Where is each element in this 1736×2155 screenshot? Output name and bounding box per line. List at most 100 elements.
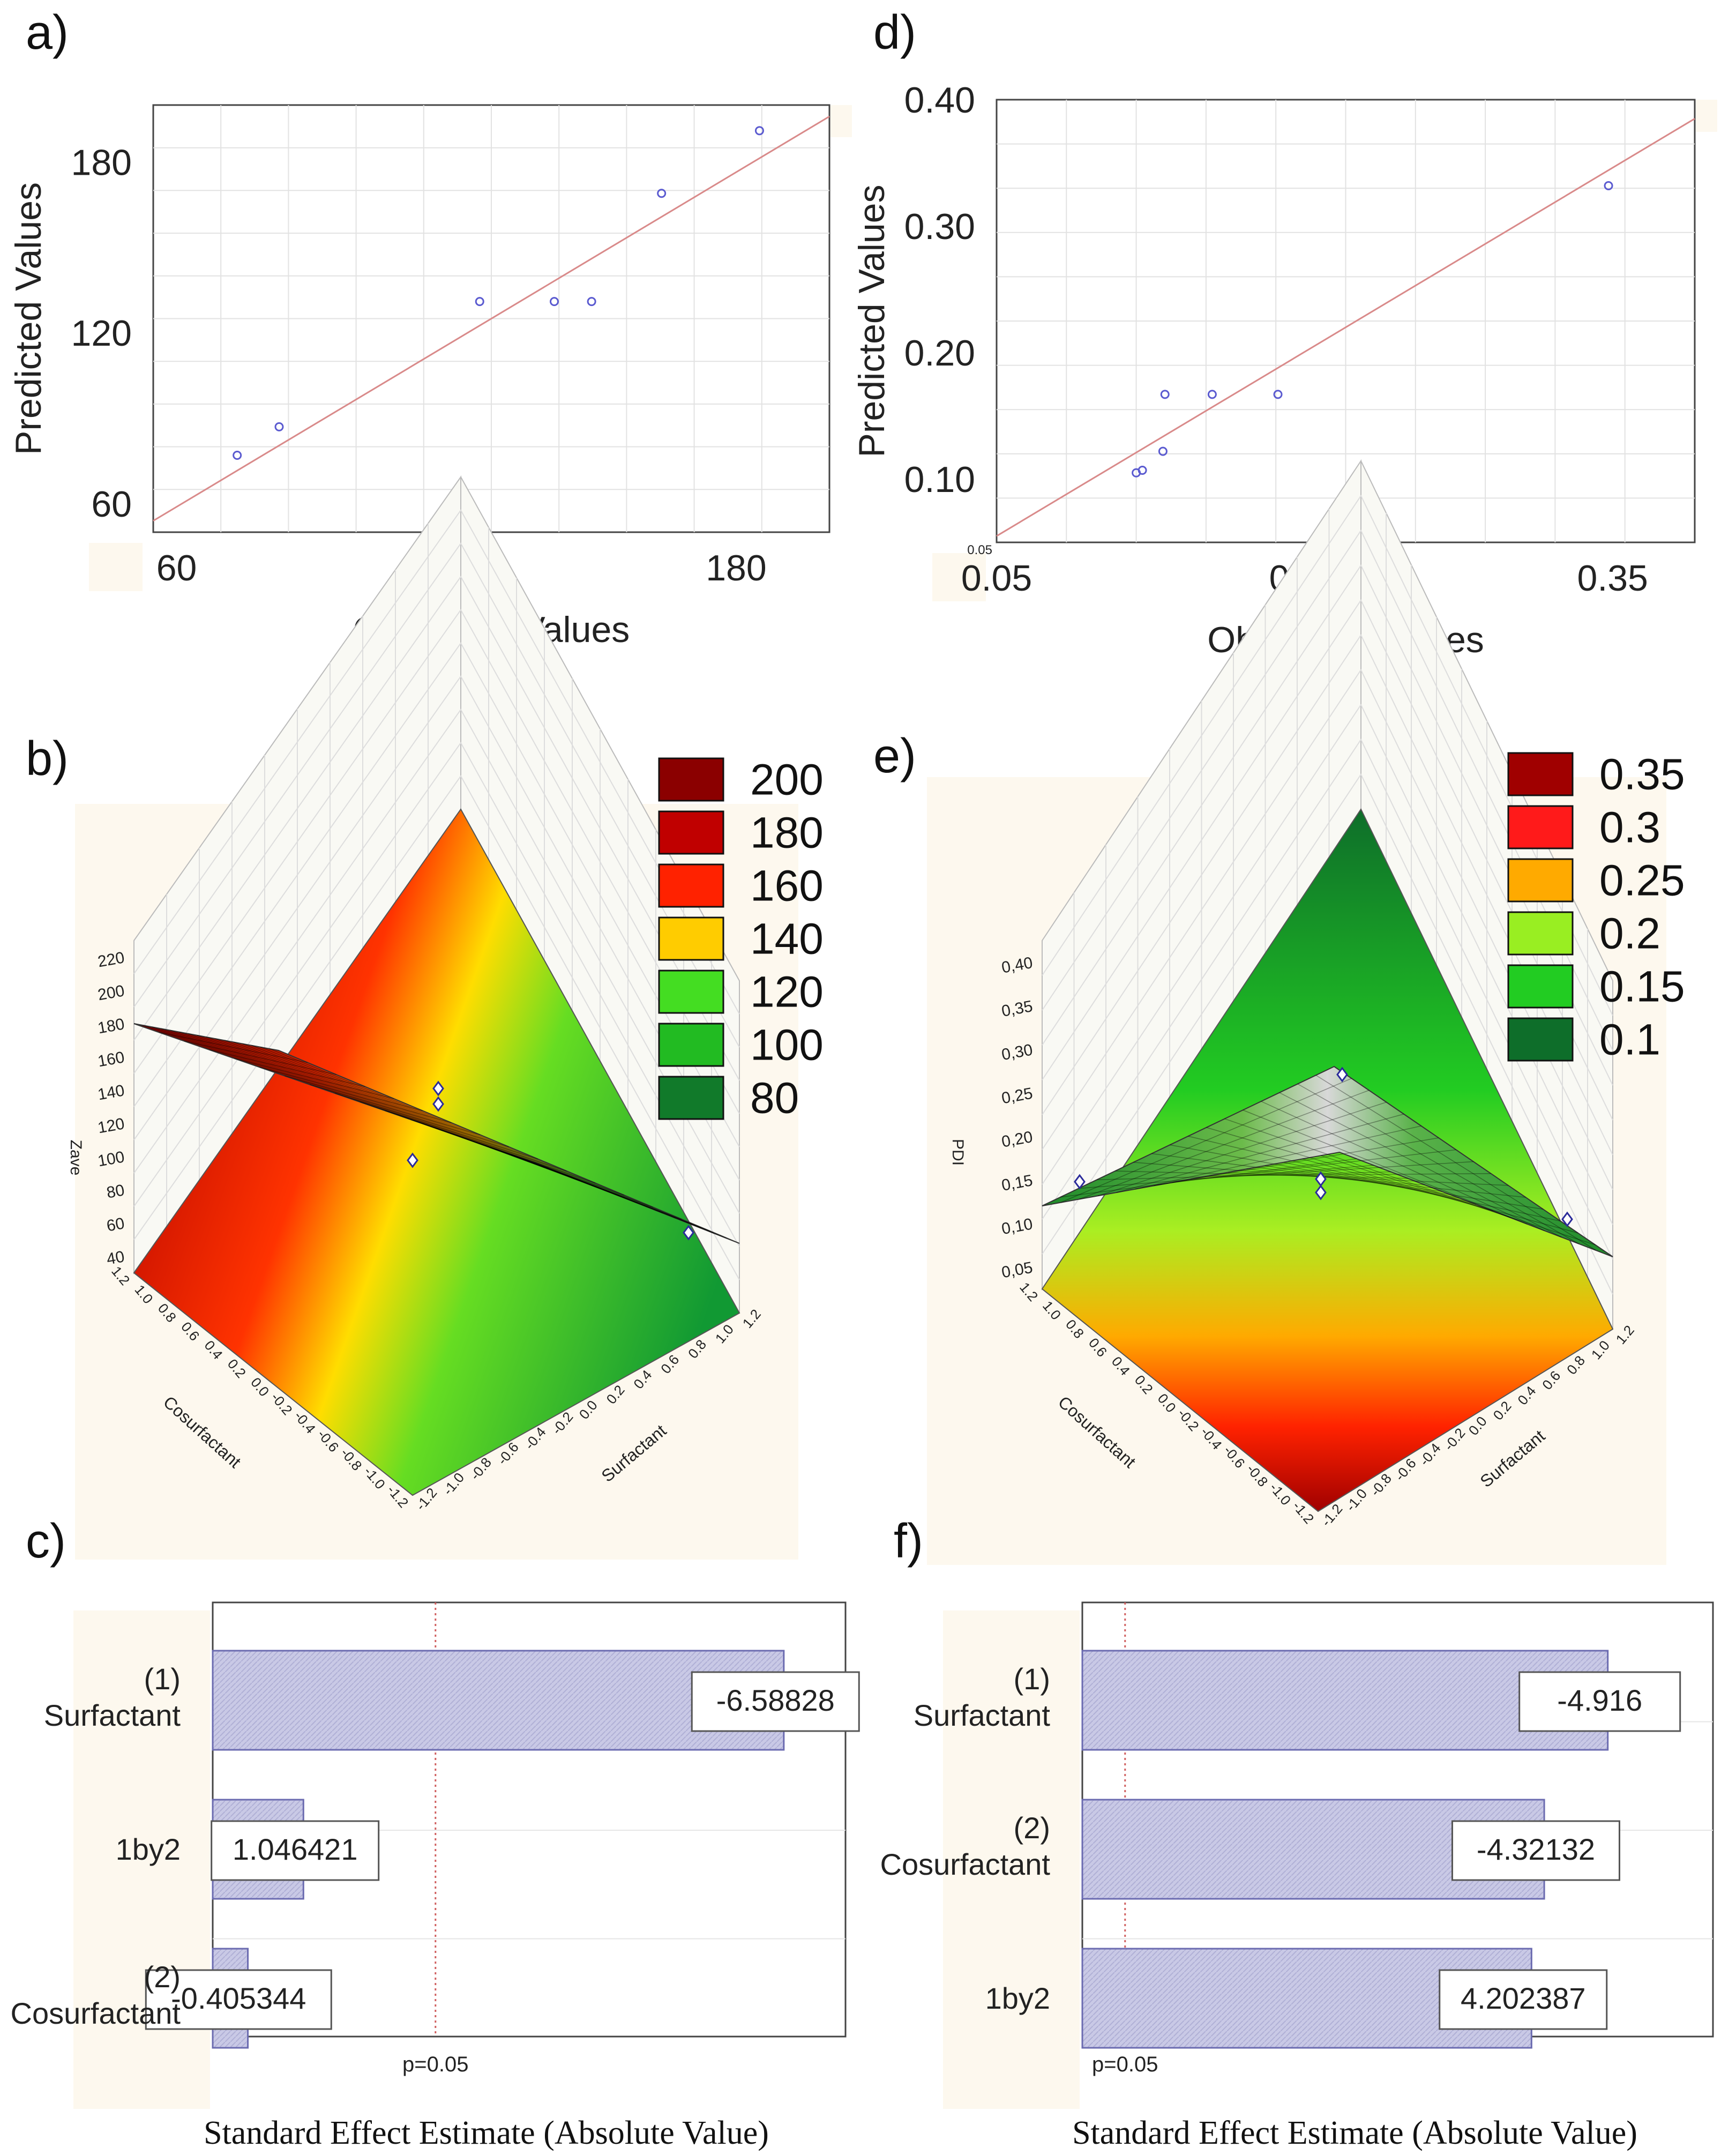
legend-label: 0.25	[1599, 856, 1685, 905]
z-axis-title: Zave	[67, 1140, 85, 1176]
row-label: Surfactant	[44, 1698, 181, 1732]
surface-mesh	[1209, 1173, 1491, 1176]
y-axis-title: Predicted Values	[8, 182, 49, 455]
design-point	[1336, 1067, 1348, 1083]
y-axis-title: Predicted Values	[851, 184, 892, 457]
z-tick-label: 40	[105, 1248, 126, 1268]
effect-bar-chart-f: p=0.05 -4.916 (1)Surfactant -4.32132 (2)Cosu…	[880, 1601, 1714, 2151]
panel-letter-e: e)	[873, 729, 917, 783]
surface-mesh	[251, 1045, 702, 1229]
y-tick-label: 60	[91, 484, 132, 525]
data-point	[1138, 465, 1147, 475]
surface-mesh	[188, 1033, 612, 1194]
legend-swatch	[658, 1023, 724, 1067]
row-label: Cosurfactant	[11, 1996, 181, 2030]
data-point	[1160, 390, 1170, 399]
surface-mesh	[1243, 1109, 1528, 1225]
surface-mesh	[1265, 1165, 1544, 1210]
surface-mesh	[1279, 1092, 1562, 1238]
design-point	[432, 1080, 444, 1097]
data-point	[549, 297, 559, 307]
legend-label: 0.3	[1599, 803, 1660, 852]
surface-mesh	[1097, 1171, 1391, 1180]
panel-letter-b: b)	[26, 732, 69, 786]
x-tick-label: 180	[706, 548, 766, 588]
surface-mesh	[1170, 1144, 1460, 1199]
wall-grid	[133, 642, 740, 1147]
data-point	[274, 422, 284, 431]
legend-swatch	[658, 916, 724, 961]
surface-mesh	[152, 1026, 562, 1174]
fit-line	[153, 115, 830, 522]
corner-tick-label: 0.05	[967, 543, 992, 557]
effect-bar-chart-c: p=0.05 -6.58828 (1)Surfactant 1.046421 1by2 -…	[11, 1601, 860, 2151]
surface-mesh	[1283, 1162, 1561, 1222]
surface-mesh	[435, 1128, 625, 1196]
design-point	[1315, 1184, 1327, 1200]
surface-mesh	[259, 1067, 423, 1112]
significance-label: p=0.05	[402, 2053, 468, 2076]
surface-mesh	[1172, 1149, 1456, 1183]
x-tick-label: 60	[156, 548, 197, 588]
surface-mesh	[206, 1037, 638, 1204]
legend-swatch	[658, 863, 724, 908]
surface-mesh	[1191, 1161, 1474, 1180]
surface-mesh	[1060, 1078, 1352, 1203]
surface-mesh	[1261, 1101, 1545, 1231]
value-label: 1.046421	[233, 1832, 358, 1866]
legend-label: 180	[750, 809, 824, 857]
x-axis-title: Standard Effect Estimate (Absolute Value…	[1072, 2115, 1637, 2151]
panel-letter-c: c)	[26, 1515, 66, 1568]
panel-letter-d: d)	[873, 6, 917, 59]
legend-swatch	[1507, 752, 1574, 796]
design-point	[683, 1225, 694, 1241]
z-tick-label: 60	[105, 1214, 126, 1235]
label-shade	[943, 1610, 1080, 2109]
row-label: Surfactant	[914, 1698, 1051, 1732]
legend-swatch	[658, 810, 724, 855]
response-surface	[133, 1023, 740, 1244]
data-point	[754, 126, 764, 136]
data-point	[657, 189, 667, 198]
corner-shade	[89, 543, 143, 591]
legend-label: 0.2	[1599, 909, 1660, 958]
panel-letter-a: a)	[26, 6, 69, 59]
surface-mesh	[143, 1025, 549, 1169]
surface-mesh	[309, 1084, 481, 1136]
scatter-plot-a: 6012018060120180Observed ValuesPredicted…	[8, 104, 852, 650]
surface-mesh	[215, 1038, 651, 1209]
row-label: 1by2	[116, 1832, 181, 1866]
legend-label: 120	[750, 968, 824, 1017]
surface-mesh	[460, 1136, 654, 1208]
surface-mesh	[1315, 1075, 1596, 1251]
surface-mesh	[1079, 1090, 1370, 1200]
y-tick-label: 0.10	[904, 459, 975, 500]
wall-grid	[133, 775, 740, 1280]
wall-grid	[133, 609, 740, 1114]
x-axis-title: Standard Effect Estimate (Absolute Value…	[204, 2115, 769, 2151]
surface-mesh	[285, 1075, 452, 1123]
row-index-label: (1)	[144, 1662, 181, 1696]
surface-mesh	[1097, 1101, 1387, 1196]
contour-floor	[133, 808, 740, 1496]
row-index-label: (2)	[1014, 1811, 1050, 1845]
surface-mesh	[1228, 1172, 1509, 1186]
surface-mesh	[360, 1101, 538, 1160]
legend-swatch	[658, 757, 724, 802]
wall-grid	[133, 709, 740, 1214]
surface-mesh	[1079, 1165, 1374, 1189]
y-tick-label: 120	[71, 313, 132, 354]
surface-mesh	[485, 1145, 682, 1220]
legend-label: 0.35	[1599, 750, 1685, 799]
legend-swatch	[1507, 964, 1574, 1009]
surface-mesh	[184, 1040, 336, 1075]
corner-shade	[932, 553, 986, 601]
value-box	[145, 1969, 332, 2030]
value-box	[1439, 1969, 1608, 2030]
design-point	[1074, 1174, 1086, 1190]
surface-mesh	[1115, 1170, 1408, 1179]
design-point	[1561, 1211, 1573, 1227]
value-label: -6.58828	[716, 1683, 835, 1717]
